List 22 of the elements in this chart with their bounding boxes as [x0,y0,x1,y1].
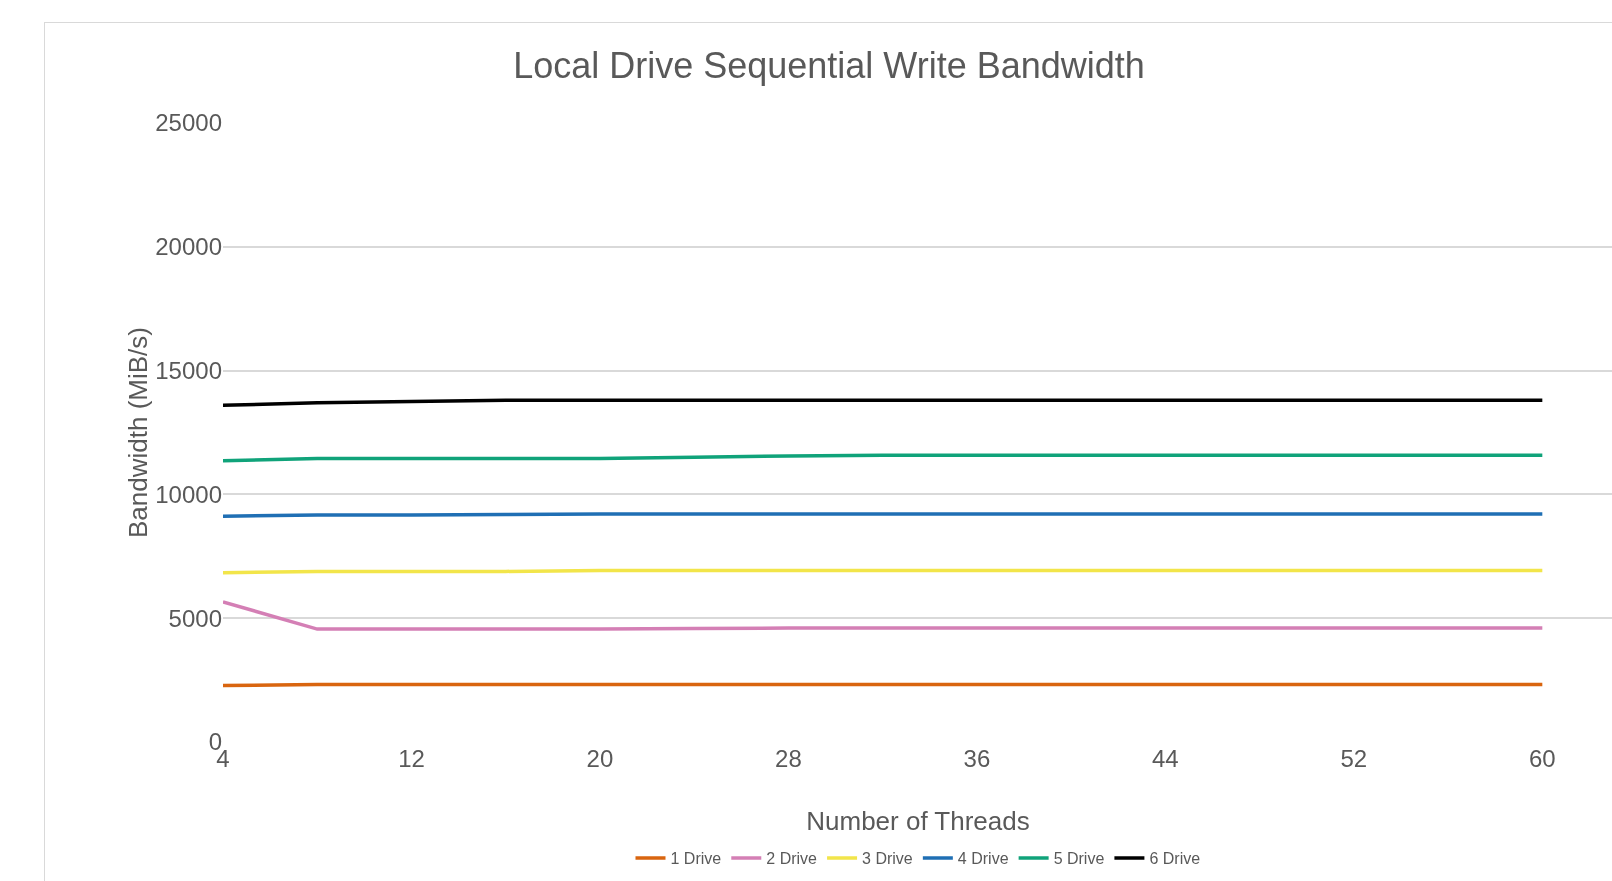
x-tick-label: 36 [963,745,991,772]
x-tick-label: 44 [1152,745,1179,772]
legend-label: 5 Drive [1053,850,1105,868]
line-series [223,600,1545,631]
x-tick-label: 12 [398,745,425,772]
x-axis-title: Number of Threads [806,806,1030,836]
legend-label: 1 Drive [670,850,722,868]
x-tick-label: 20 [586,745,614,772]
legend-label: 2 Drive [766,850,818,868]
legend-label: 3 Drive [862,850,913,868]
y-tick-label: 20000 [155,233,222,261]
legend-label: 6 Drive [1149,850,1201,868]
y-tick-label: 25000 [155,109,222,137]
x-tick-label: 52 [1340,745,1368,772]
chart-title: Local Drive Sequential Write Bandwidth [513,45,1145,87]
x-tick-label: 28 [775,745,802,772]
x-tick-label: 60 [1528,745,1556,772]
legend-label: 4 Drive [957,850,1009,868]
y-axis-title: Bandwidth (MiB/s) [123,327,154,538]
y-tick-label: 5000 [168,604,222,632]
y-tick-label: 10000 [155,480,222,508]
y-tick-label: 15000 [155,357,222,384]
